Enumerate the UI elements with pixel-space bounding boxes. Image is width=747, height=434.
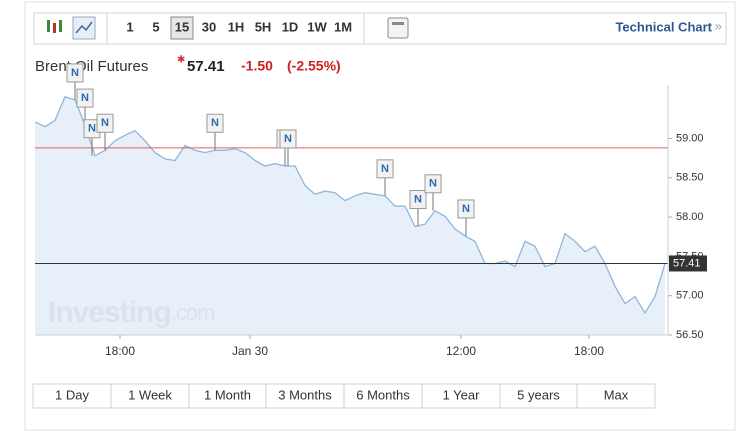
line-icon-glyph — [75, 21, 93, 34]
interval-button[interactable]: 1D — [282, 19, 299, 34]
change: -1.50 — [241, 58, 273, 74]
x-tick-label: 18:00 — [105, 344, 135, 358]
news-flag[interactable] — [457, 199, 475, 219]
toolbar — [33, 12, 727, 45]
y-tick-label: 57.00 — [676, 290, 704, 302]
interval-button[interactable]: 1W — [307, 19, 327, 34]
interval-selected — [170, 16, 194, 40]
range-button[interactable] — [499, 383, 578, 409]
x-tick-label: 18:00 — [574, 344, 604, 358]
news-flag-label[interactable]: N — [88, 123, 96, 135]
last-price-tag — [669, 255, 707, 272]
range-label[interactable]: 5 years — [517, 387, 560, 402]
interval-button[interactable]: 30 — [202, 19, 216, 34]
range-button[interactable] — [421, 383, 501, 409]
interval-button[interactable]: 1H — [228, 19, 245, 34]
range-button[interactable] — [32, 383, 112, 409]
news-flag-label[interactable]: N — [211, 117, 219, 129]
interval-button[interactable]: 1M — [334, 19, 352, 34]
price-line — [34, 96, 666, 315]
news-flag-label[interactable]: N — [81, 92, 89, 104]
interval-button[interactable]: 15 — [175, 19, 189, 34]
news-flag[interactable] — [409, 190, 427, 210]
news-flag[interactable] — [279, 129, 297, 149]
link-arrow[interactable]: » — [715, 18, 722, 33]
y-tick-label: 59.00 — [676, 132, 704, 144]
range-label[interactable]: 3 Months — [278, 387, 332, 402]
news-flag-label[interactable]: N — [71, 67, 79, 79]
y-tick-label: 56.50 — [676, 329, 704, 341]
news-flag-label[interactable]: N — [462, 203, 470, 215]
instrument-name: Brent Oil Futures — [35, 58, 148, 75]
x-tick-label: Jan 30 — [232, 344, 268, 358]
range-label[interactable]: Max — [604, 387, 629, 402]
news-flag[interactable] — [96, 113, 114, 133]
y-tick-label: 58.00 — [676, 211, 704, 223]
last-price-label: 57.41 — [673, 257, 701, 269]
alert-star: ✱ — [177, 55, 185, 66]
settings-icon[interactable] — [387, 17, 409, 39]
range-label[interactable]: 1 Day — [55, 387, 89, 402]
y-tick-label: 58.50 — [676, 172, 704, 184]
change-percent: (-2.55%) — [287, 58, 341, 74]
interval-button[interactable]: 5 — [152, 19, 159, 34]
technical-chart-link[interactable]: Technical Chart — [615, 19, 712, 34]
range-label[interactable]: 1 Month — [204, 387, 251, 402]
news-flag-label[interactable]: N — [429, 178, 437, 190]
x-tick-label: 12:00 — [446, 344, 476, 358]
news-flag[interactable] — [66, 63, 84, 83]
range-button[interactable] — [265, 383, 345, 409]
range-button[interactable] — [110, 383, 190, 409]
news-flag[interactable] — [206, 113, 224, 133]
range-button[interactable] — [188, 383, 267, 409]
range-button[interactable] — [343, 383, 423, 409]
news-flag[interactable] — [376, 159, 394, 179]
news-flag[interactable] — [76, 88, 94, 108]
range-button[interactable] — [576, 383, 656, 409]
range-label[interactable]: 1 Year — [443, 387, 481, 402]
news-flag-label[interactable]: N — [284, 133, 292, 145]
settings-icon-bar — [392, 22, 404, 25]
price: 57.41 — [187, 58, 225, 75]
interval-button[interactable]: 5H — [255, 19, 272, 34]
range-label[interactable]: 1 Week — [128, 387, 172, 402]
range-label[interactable]: 6 Months — [356, 387, 410, 402]
area — [35, 96, 665, 335]
interval-button[interactable]: 1 — [126, 19, 133, 34]
news-flag[interactable] — [424, 174, 442, 194]
candle-icon[interactable] — [47, 20, 62, 33]
news-flag-label[interactable]: N — [381, 163, 389, 175]
news-flag-label[interactable]: N — [101, 117, 109, 129]
news-flag-label[interactable]: N — [414, 193, 422, 205]
